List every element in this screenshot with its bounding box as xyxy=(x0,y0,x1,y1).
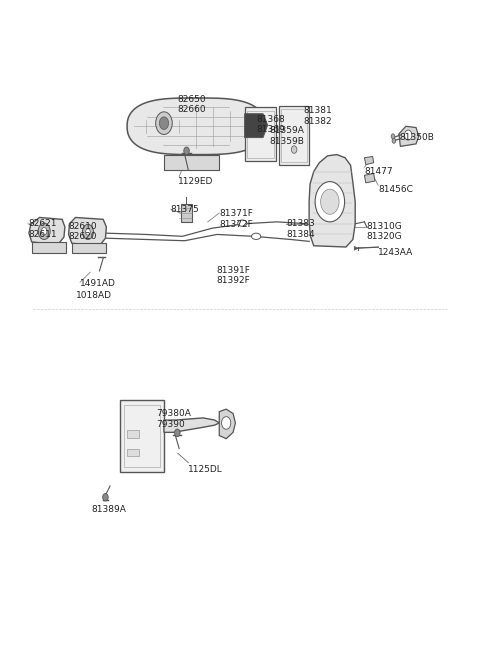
Circle shape xyxy=(405,130,412,140)
Ellipse shape xyxy=(238,220,247,226)
Bar xyxy=(127,449,139,457)
Circle shape xyxy=(38,223,50,240)
Bar xyxy=(124,405,160,467)
Text: 81456C: 81456C xyxy=(378,185,413,195)
Text: 81350B: 81350B xyxy=(399,132,434,141)
Bar xyxy=(180,204,192,222)
Circle shape xyxy=(83,225,94,240)
Text: 82650
82660: 82650 82660 xyxy=(177,95,206,114)
Bar xyxy=(245,107,276,161)
Text: 81381
81382: 81381 81382 xyxy=(303,106,332,126)
Polygon shape xyxy=(364,157,373,164)
Bar xyxy=(279,105,309,165)
Bar xyxy=(120,400,164,472)
Circle shape xyxy=(391,134,395,139)
Circle shape xyxy=(291,146,297,153)
Bar xyxy=(127,430,139,438)
Polygon shape xyxy=(164,155,219,170)
Polygon shape xyxy=(127,98,265,155)
Circle shape xyxy=(321,189,339,214)
Text: 81375: 81375 xyxy=(170,205,199,214)
Polygon shape xyxy=(69,217,107,246)
Circle shape xyxy=(85,229,90,235)
Text: 1243AA: 1243AA xyxy=(378,248,413,257)
Circle shape xyxy=(41,227,47,235)
Bar xyxy=(247,111,274,158)
Polygon shape xyxy=(309,155,355,247)
Text: 82621
82611: 82621 82611 xyxy=(28,219,57,238)
Ellipse shape xyxy=(252,233,261,240)
Polygon shape xyxy=(364,174,375,183)
Polygon shape xyxy=(219,409,235,439)
Text: 81371F
81372F: 81371F 81372F xyxy=(219,210,253,229)
Bar xyxy=(281,109,307,162)
Text: 81310G
81320G: 81310G 81320G xyxy=(367,222,402,241)
Text: 81368
81369: 81368 81369 xyxy=(256,115,285,134)
Polygon shape xyxy=(399,126,419,147)
Text: 81383
81384: 81383 81384 xyxy=(286,219,315,238)
Text: 81391F
81392F: 81391F 81392F xyxy=(216,266,250,286)
Polygon shape xyxy=(29,217,65,244)
Text: 1018AD: 1018AD xyxy=(75,291,111,300)
Circle shape xyxy=(175,429,180,437)
Text: 82610
82620: 82610 82620 xyxy=(69,222,97,241)
Text: 81359A
81359B: 81359A 81359B xyxy=(269,126,304,145)
Text: 1129ED: 1129ED xyxy=(178,177,213,185)
Circle shape xyxy=(315,181,345,222)
Text: 1491AD: 1491AD xyxy=(80,279,116,288)
Circle shape xyxy=(159,117,168,130)
Text: 81477: 81477 xyxy=(364,166,393,176)
Polygon shape xyxy=(245,114,268,138)
Polygon shape xyxy=(164,418,219,432)
Circle shape xyxy=(222,417,231,429)
Bar xyxy=(32,242,66,253)
Circle shape xyxy=(156,112,172,134)
Circle shape xyxy=(392,138,396,143)
Bar xyxy=(72,243,107,253)
Text: 1125DL: 1125DL xyxy=(188,464,223,474)
Text: 79380A
79390: 79380A 79390 xyxy=(156,409,191,428)
Circle shape xyxy=(103,493,108,501)
Polygon shape xyxy=(354,246,358,250)
Text: 81389A: 81389A xyxy=(92,505,127,514)
Circle shape xyxy=(184,147,189,155)
